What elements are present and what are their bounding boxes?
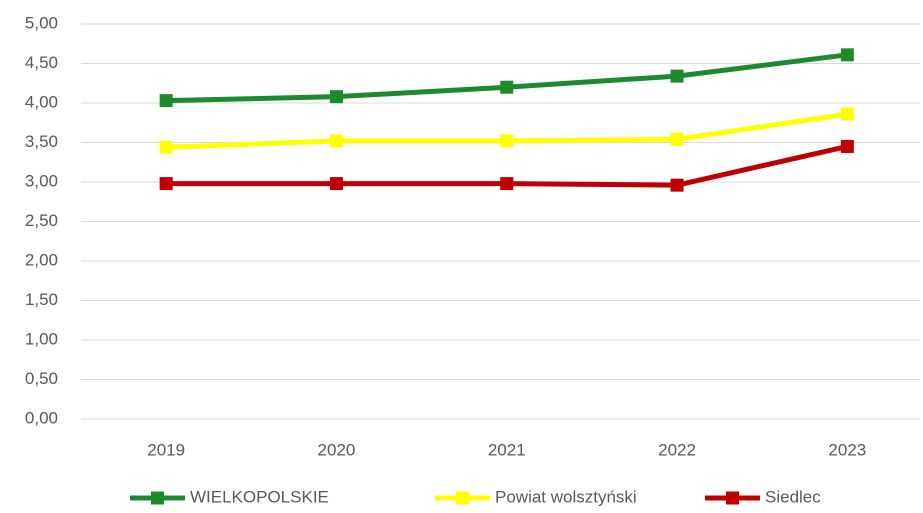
- y-tick-label: 0,00: [25, 408, 58, 427]
- x-tick-label: 2022: [658, 440, 696, 459]
- x-tick-label: 2020: [318, 440, 356, 459]
- point-marker: [670, 132, 684, 146]
- legend-label: Siedlec: [765, 487, 821, 506]
- point-marker: [159, 177, 173, 191]
- y-tick-label: 1,50: [25, 290, 58, 309]
- y-tick-label: 3,00: [25, 171, 58, 190]
- point-marker: [840, 107, 854, 121]
- legend-marker: [726, 491, 739, 505]
- legend-label: Powiat wolsztyński: [495, 487, 637, 506]
- legend-marker: [456, 491, 469, 505]
- y-tick-label: 3,50: [25, 132, 58, 151]
- point-marker: [840, 139, 854, 153]
- y-tick-label: 1,00: [25, 329, 58, 348]
- point-marker: [500, 80, 514, 94]
- y-tick-label: 4,50: [25, 53, 58, 72]
- y-tick-label: 4,00: [25, 92, 58, 111]
- y-tick-label: 2,50: [25, 211, 58, 230]
- legend-label: WIELKOPOLSKIE: [190, 487, 329, 506]
- y-tick-label: 2,00: [25, 250, 58, 269]
- point-marker: [670, 69, 684, 83]
- point-marker: [840, 48, 854, 62]
- x-tick-label: 2019: [147, 440, 185, 459]
- point-marker: [329, 134, 343, 148]
- point-marker: [500, 177, 514, 191]
- point-marker: [159, 140, 173, 154]
- legend-marker: [151, 491, 164, 505]
- point-marker: [670, 178, 684, 192]
- point-marker: [159, 94, 173, 108]
- point-marker: [329, 177, 343, 191]
- x-tick-label: 2023: [828, 440, 866, 459]
- x-tick-label: 2021: [488, 440, 526, 459]
- point-marker: [329, 90, 343, 104]
- series-line: [166, 52, 848, 104]
- point-marker: [500, 134, 514, 148]
- y-tick-label: 5,00: [25, 13, 58, 32]
- y-tick-label: 0,50: [25, 369, 58, 388]
